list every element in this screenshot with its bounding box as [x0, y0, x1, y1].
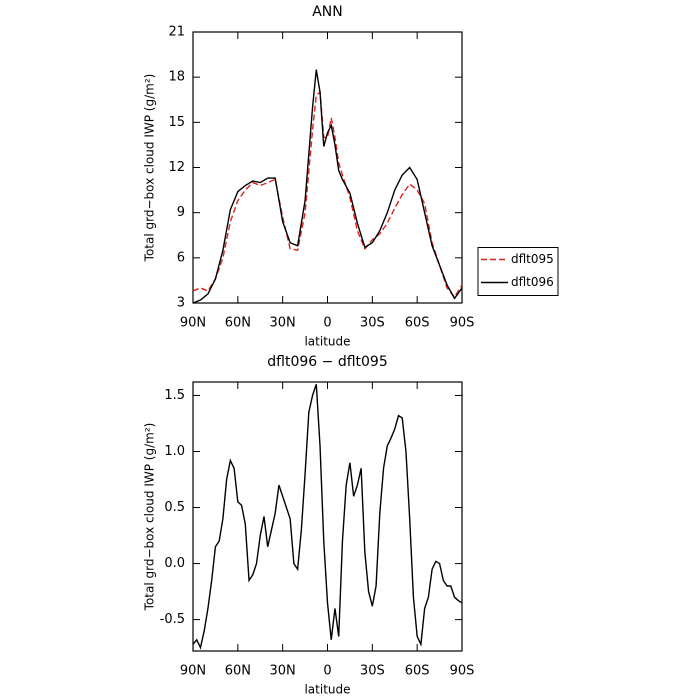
x-tick-label: 0 — [323, 316, 331, 331]
plot-frame — [192, 31, 463, 304]
x-tick-label: 60S — [405, 664, 430, 679]
y-tick-label: 18 — [168, 70, 185, 85]
y-axis-label: Total grd−box cloud IWP (g/m²) — [143, 423, 157, 612]
x-tick-label: 90S — [450, 664, 475, 679]
data-line — [192, 90, 463, 299]
x-tick-label: 60S — [405, 316, 430, 331]
legend-box — [477, 247, 559, 296]
chart-title: ANN — [312, 4, 343, 20]
x-tick-label: 90N — [180, 664, 206, 679]
y-tick-label: 3 — [177, 296, 185, 311]
y-tick-label: 0.0 — [164, 556, 185, 571]
y-tick-label: 1.5 — [164, 388, 185, 403]
x-axis-label: latitude — [304, 683, 350, 697]
y-tick-label: 21 — [168, 25, 185, 40]
data-line — [192, 384, 463, 650]
y-tick-label: 12 — [168, 160, 185, 175]
y-tick-label: 15 — [168, 115, 185, 130]
x-tick-label: 60N — [225, 664, 251, 679]
x-tick-label: 0 — [323, 664, 331, 679]
x-tick-label: 30N — [270, 664, 296, 679]
x-tick-label: 30S — [360, 664, 385, 679]
x-tick-label: 90N — [180, 316, 206, 331]
y-tick-label: 6 — [177, 250, 185, 265]
x-tick-label: 90S — [450, 316, 475, 331]
legend-label: dflt096 — [511, 275, 554, 289]
x-tick-label: 30S — [360, 316, 385, 331]
y-axis-label: Total grd−box cloud IWP (g/m²) — [143, 74, 157, 263]
y-tick-label: -0.5 — [160, 612, 185, 627]
x-axis-label: latitude — [304, 335, 350, 349]
y-tick-label: 0.5 — [164, 500, 185, 515]
chart-title: dflt096 − dflt095 — [267, 354, 387, 370]
plot-frame — [192, 381, 463, 652]
y-tick-label: 9 — [177, 205, 185, 220]
x-tick-label: 60N — [225, 316, 251, 331]
y-tick-label: 1.0 — [164, 444, 185, 459]
data-line — [192, 69, 463, 304]
x-tick-label: 30N — [270, 316, 296, 331]
legend-label: dflt095 — [511, 252, 554, 266]
